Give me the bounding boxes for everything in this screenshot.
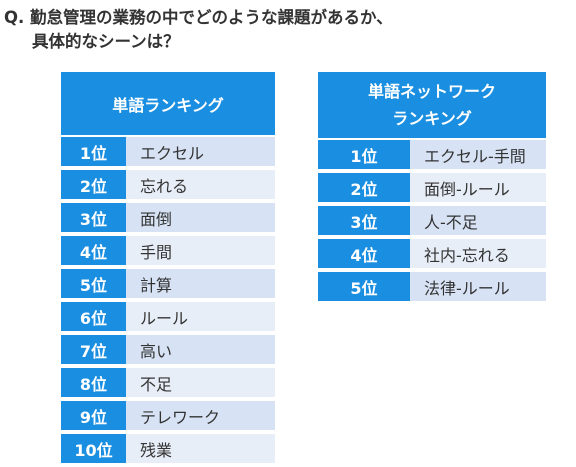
rank-cell: 5位 xyxy=(61,269,126,300)
rank-cell: 4位 xyxy=(61,236,126,267)
word-cell: 計算 xyxy=(126,269,275,300)
rank-cell: 8位 xyxy=(61,368,126,399)
table-row: 10位 残業 xyxy=(61,434,275,465)
word-pair-cell: 面倒-ルール xyxy=(410,173,546,204)
word-cell: 不足 xyxy=(126,368,275,399)
network-ranking-title-line-1: 単語ネットワーク xyxy=(367,82,496,101)
word-cell: 高い xyxy=(126,335,275,366)
word-pair-cell: 法律-ルール xyxy=(410,272,546,303)
rank-cell: 3位 xyxy=(318,206,410,237)
table-row: 1位 エクセル-手間 xyxy=(318,140,546,171)
table-row: 4位 手間 xyxy=(61,236,275,267)
table-row: 5位 法律-ルール xyxy=(318,272,546,303)
word-pair-cell: エクセル-手間 xyxy=(410,140,546,171)
table-row: 8位 不足 xyxy=(61,368,275,399)
word-ranking-table: 単語ランキング 1位 エクセル 2位 忘れる 3位 面倒 4位 手間 5位 計算 6位 ルー… xyxy=(61,70,275,467)
question-line-1: Q. 勤怠管理の業務の中でどのような課題があるか、 xyxy=(4,8,393,27)
rank-cell: 2位 xyxy=(318,173,410,204)
table-row: 3位 面倒 xyxy=(61,203,275,234)
word-cell: 手間 xyxy=(126,236,275,267)
rank-cell: 1位 xyxy=(61,137,126,168)
word-cell: ルール xyxy=(126,302,275,333)
rank-cell: 5位 xyxy=(318,272,410,303)
word-cell: 残業 xyxy=(126,434,275,465)
rank-cell: 2位 xyxy=(61,170,126,201)
rank-cell: 10位 xyxy=(61,434,126,465)
word-cell: エクセル xyxy=(126,137,275,168)
word-cell: テレワーク xyxy=(126,401,275,432)
rank-cell: 4位 xyxy=(318,239,410,270)
word-cell: 忘れる xyxy=(126,170,275,201)
rank-cell: 6位 xyxy=(61,302,126,333)
table-row: 5位 計算 xyxy=(61,269,275,300)
table-row: 2位 面倒-ルール xyxy=(318,173,546,204)
question-heading: Q. 勤怠管理の業務の中でどのような課題があるか、 具体的なシーンは？ xyxy=(4,6,569,54)
rank-cell: 7位 xyxy=(61,335,126,366)
word-ranking-title: 単語ランキング xyxy=(61,72,275,135)
word-cell: 面倒 xyxy=(126,203,275,234)
table-row: 1位 エクセル xyxy=(61,137,275,168)
network-ranking-table: 単語ネットワーク ランキング 1位 エクセル-手間 2位 面倒-ルール 3位 人-不足… xyxy=(318,70,546,305)
table-row: 2位 忘れる xyxy=(61,170,275,201)
table-row: 7位 高い xyxy=(61,335,275,366)
rank-cell: 1位 xyxy=(318,140,410,171)
table-row: 3位 人-不足 xyxy=(318,206,546,237)
rank-cell: 9位 xyxy=(61,401,126,432)
question-line-2: 具体的なシーンは？ xyxy=(32,32,180,51)
rank-cell: 3位 xyxy=(61,203,126,234)
table-row: 6位 ルール xyxy=(61,302,275,333)
table-row: 9位 テレワーク xyxy=(61,401,275,432)
word-pair-cell: 社内-忘れる xyxy=(410,239,546,270)
table-row: 4位 社内-忘れる xyxy=(318,239,546,270)
word-pair-cell: 人-不足 xyxy=(410,206,546,237)
network-ranking-title-line-2: ランキング xyxy=(392,109,472,128)
network-ranking-title: 単語ネットワーク ランキング xyxy=(318,72,546,138)
